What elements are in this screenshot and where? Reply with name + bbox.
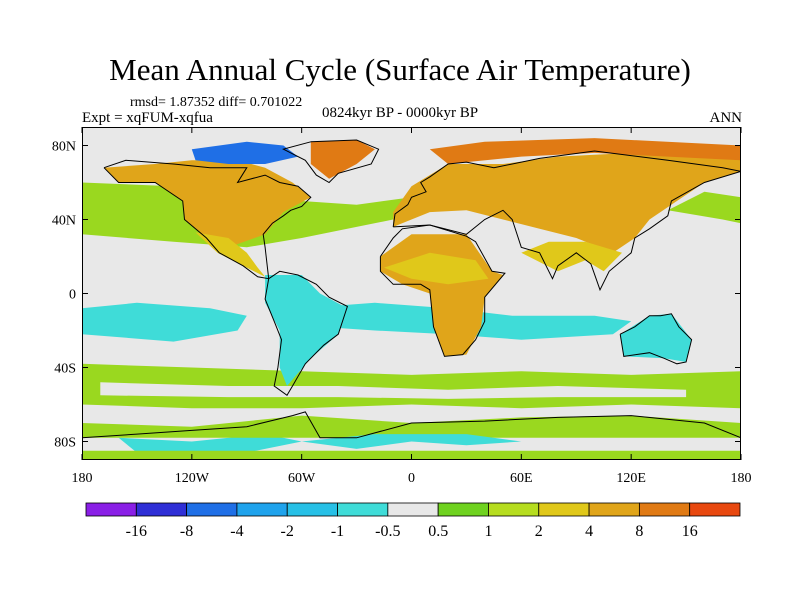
lon-tick-label: 0 [408,471,415,486]
colorbar-label: 16 [682,523,698,540]
coastline [264,270,349,397]
coastline [82,411,741,439]
colorbar-swatch [85,502,137,517]
colorbar-label: -16 [126,523,147,540]
colorbar-label: 2 [535,523,543,540]
colorbar-label: -2 [281,523,294,540]
chart-title: Mean Annual Cycle (Surface Air Temperatu… [109,52,691,87]
anomaly-region [310,140,375,179]
colorbar-swatch [387,502,439,517]
colorbar-swatch [437,502,489,517]
colorbar-swatch [337,502,389,517]
colorbar-swatch [538,502,590,517]
lat-tick-label: 0 [69,288,76,303]
colorbar-swatch [638,502,691,517]
colorbar-label: 0.5 [428,523,448,540]
anomaly-region [100,382,687,399]
anomaly-region [384,252,489,285]
coastline [379,224,506,357]
anomaly-region [118,434,302,453]
coastline [393,170,741,292]
colorbar-label: 4 [585,523,593,540]
colorbar-label: -1 [331,523,344,540]
anomaly-region [620,313,692,362]
anomaly-region [265,275,348,386]
coastline [103,159,312,280]
lat-tick-label: 40S [54,362,76,377]
colorbar-swatch [135,502,188,517]
colorbar-swatch [689,502,741,517]
lon-tick-label: 120E [616,471,646,486]
colorbar-label: -0.5 [375,523,400,540]
anomaly-region [82,450,741,460]
stats-text: rmsd= 1.87352 diff= 0.701022 [130,95,303,110]
anomaly-region [82,302,247,342]
experiment-label: Expt = xqFUM-xqfua [82,110,213,126]
anomaly-region [393,152,741,253]
colorbar-swatch [286,502,338,517]
anomaly-region [195,232,266,277]
colorbar-swatch [588,502,640,517]
period-label: 0824kyr BP - 0000kyr BP [322,105,479,121]
colorbar-label: -4 [230,523,243,540]
colorbar-swatch [186,502,238,517]
anomaly-region [104,160,311,253]
temperature-map [82,127,741,460]
coastline [619,313,693,365]
coastlines [82,139,741,439]
temperature-field [82,127,741,460]
colorbar-swatch [488,502,540,517]
lon-tick-label: 180 [72,471,93,486]
colorbar-label: -8 [180,523,193,540]
lon-tick-label: 60W [288,471,316,486]
anomaly-region [191,141,298,164]
lon-tick-label: 180 [731,471,752,486]
colorbar-swatch [236,502,288,517]
anomaly-region [667,191,741,224]
colorbar-label: 1 [485,523,493,540]
anomaly-region [429,138,741,164]
coastline [282,139,380,184]
lon-tick-label: 60E [510,471,533,486]
lat-tick-label: 80N [52,140,76,155]
season-label: ANN [709,110,743,126]
lat-tick-label: 80S [54,436,76,451]
anomaly-region [82,415,741,438]
coastline [392,150,741,227]
lat-tick-label: 40N [52,214,76,229]
colorbar-label: 8 [635,523,643,540]
lon-tick-label: 120W [175,471,210,486]
